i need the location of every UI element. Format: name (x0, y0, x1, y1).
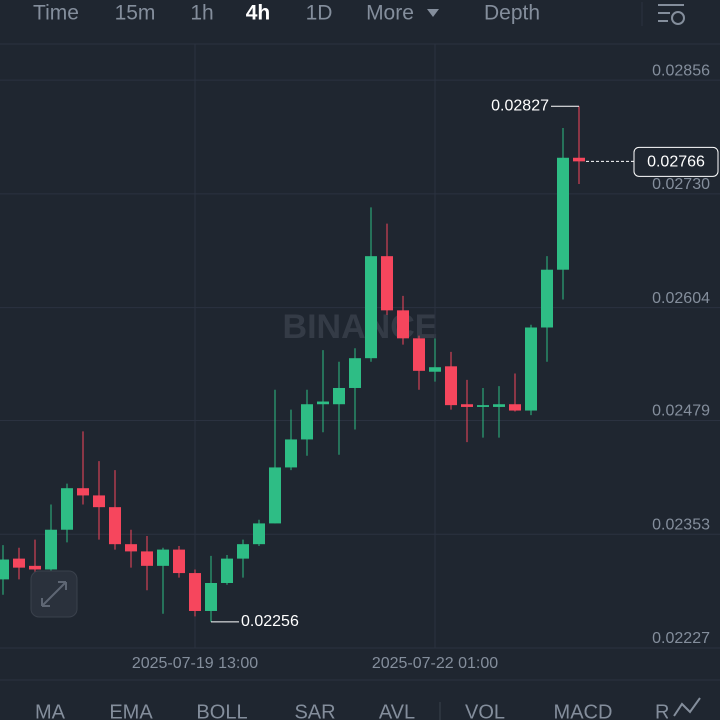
candle-body (445, 366, 457, 406)
candle-body (157, 549, 169, 566)
y-tick-label: 0.02856 (652, 62, 710, 79)
candle-body (477, 405, 489, 407)
tab-time[interactable]: Time (33, 2, 79, 25)
candle-body (173, 549, 185, 574)
watermark: BINANCE (283, 308, 438, 346)
candle-body (557, 157, 569, 270)
tab-1d[interactable]: 1D (306, 2, 333, 25)
indicator-boll[interactable]: BOLL (196, 701, 247, 720)
x-tick-label: 2025-07-19 13:00 (132, 655, 258, 672)
candle-body (205, 582, 217, 611)
indicator-rsi[interactable]: RSI (655, 701, 688, 720)
indicator-macd[interactable]: MACD (554, 701, 613, 720)
tab-1h[interactable]: 1h (190, 2, 213, 25)
candle-body (525, 327, 537, 411)
y-tick-label: 0.02479 (652, 403, 710, 420)
candle-body (349, 358, 361, 388)
candle-body (77, 488, 89, 496)
candle-body (429, 367, 441, 372)
candle-body (365, 256, 377, 359)
plot: BINANCE 0.02856 0.02730 0.02604 0.02479 0.023… (0, 44, 720, 672)
tab-depth[interactable]: Depth (484, 2, 540, 25)
candle-body (13, 558, 25, 568)
candle-body (189, 573, 201, 611)
last-price-label: 0.02766 (647, 154, 705, 171)
candle-body (413, 338, 425, 371)
y-tick-label: 0.02227 (652, 630, 710, 647)
y-tick-label: 0.02604 (652, 290, 710, 307)
low-label: 0.02256 (241, 613, 299, 630)
x-tick-label: 2025-07-22 01:00 (372, 655, 498, 672)
indicator-vol[interactable]: VOL (465, 701, 505, 720)
candle-body (29, 565, 41, 570)
indicator-ema[interactable]: EMA (109, 701, 153, 720)
indicator-settings-icon[interactable] (673, 697, 701, 717)
tab-4h-active[interactable]: 4h (246, 2, 271, 25)
candle-body (285, 439, 297, 468)
tab-15m[interactable]: 15m (115, 2, 156, 25)
candle-body (509, 404, 521, 411)
indicator-ma[interactable]: MA (35, 701, 66, 720)
settings-icon[interactable] (658, 4, 685, 25)
candle-body (141, 551, 153, 566)
candle-body (381, 256, 393, 311)
last-price-box (633, 146, 719, 177)
indicator-avl[interactable]: AVL (379, 701, 415, 720)
more-caret (427, 9, 439, 17)
indicator-sar[interactable]: SAR (294, 701, 335, 720)
candle-body (221, 558, 233, 583)
candle-body (573, 157, 585, 162)
y-tick-label: 0.02353 (652, 516, 710, 533)
candle-body (61, 488, 73, 530)
candle-body (109, 507, 121, 545)
candle-body (461, 404, 473, 407)
candle-body (493, 404, 505, 407)
candle-body (317, 401, 329, 405)
candle-body (45, 529, 57, 570)
candle-body (125, 544, 137, 552)
candle-body (237, 544, 249, 559)
candle-body (0, 559, 9, 580)
candle-body (93, 495, 105, 508)
candle-body (397, 310, 409, 339)
candle-body (541, 269, 553, 328)
tab-more[interactable]: More (366, 2, 414, 25)
candle-body (269, 467, 281, 524)
candle-body (301, 404, 313, 440)
high-label: 0.02827 (491, 98, 549, 115)
candle-body (253, 523, 265, 545)
indicator-bar: MA EMA BOLL SAR AVL VOL MACD RSI (35, 701, 688, 720)
toolbar: Time 15m 1h 4h 1D More Depth (33, 2, 685, 26)
candle-body (333, 387, 345, 405)
y-tick-label: 0.02730 (652, 176, 710, 193)
expand-button[interactable] (30, 570, 78, 618)
